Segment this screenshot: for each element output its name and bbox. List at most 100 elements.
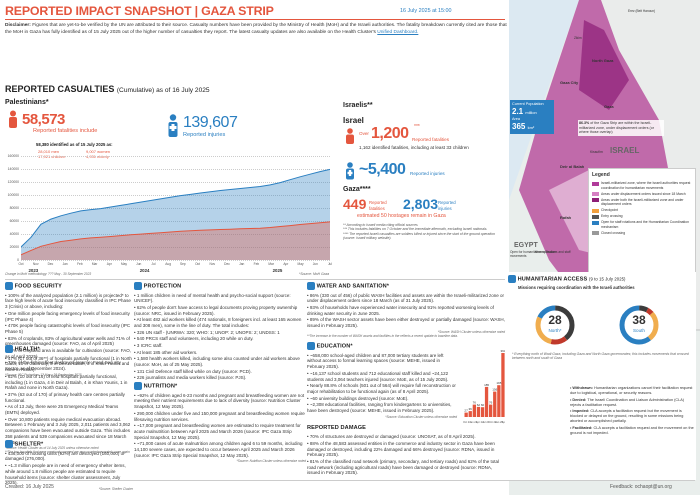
israel-fatalities-sup: *** [414, 124, 420, 130]
access-legend-text: CLA accepts a facilitation request and t… [570, 426, 694, 435]
protection-item: • 62% of people don't have access to leg… [134, 305, 298, 316]
education-bar [468, 411, 472, 417]
grid-line [21, 182, 330, 183]
y-tick-label: 60000 [9, 219, 19, 223]
map-legend-text: Open for staff rotations and the Humanit… [601, 220, 689, 229]
education-x-label: Apr 24 [476, 420, 484, 424]
education-bar-label: 393 [500, 349, 505, 353]
report-date: 16 July 2025 at 15:00 [400, 8, 452, 14]
protection-item: • 540 PRCS staff and volunteers, includi… [134, 336, 254, 342]
education-bar [501, 353, 505, 417]
donut-segment [619, 305, 659, 345]
education-x-label: Oct 24 [489, 420, 497, 424]
year-label: 2025 [272, 268, 283, 273]
x-tick-label: May [120, 262, 128, 266]
education-x-label: Jan 24 [469, 420, 477, 424]
map-legend-text: Israeli-militarized zone, where the Isra… [601, 181, 691, 190]
grid-line [21, 247, 330, 248]
year-label: 2023 [28, 268, 39, 273]
water-icon [307, 282, 315, 290]
education-x-label: Jan 25 [495, 420, 503, 424]
education-bar [480, 407, 485, 417]
education-bar-label: 27 [464, 409, 468, 413]
education-item: • ~60 university buildings destroyed (so… [307, 395, 409, 401]
food-security-icon [5, 282, 13, 290]
education-item: • Nearly 88.8% of schools (501 out of 56… [307, 383, 456, 394]
israel-identified: 1,162 identified fatalities, including a… [359, 145, 469, 150]
shelter-section: SHELTER* • 436,000 of housing units (92%… [5, 440, 133, 491]
gaza-label: Gaza**** [343, 186, 371, 193]
x-tick-label: Dec [47, 262, 54, 266]
x-tick-label: Feb [77, 262, 83, 266]
access-legend-item: • Withdrawn: Humanitarian organizations … [570, 386, 694, 396]
gaza-injured-label: Reported injuries [438, 200, 456, 211]
education-bar [484, 386, 489, 417]
protection-section: PROTECTION • 1 million children in need … [134, 282, 306, 382]
footer-created: Created: 16 July 2025 [5, 484, 54, 490]
x-tick-label: Jan [239, 262, 245, 266]
map-legend-swatch [592, 220, 599, 225]
gaza-hostages-note: estimated 50 hostages remain in Gaza [357, 213, 446, 219]
grid-line [21, 208, 330, 209]
damage-section: REPORTED DAMAGE • 70% of structures are … [307, 425, 505, 477]
grid-line [21, 260, 330, 261]
unified-dashboard-link[interactable]: Unified Dashboard. [377, 29, 419, 35]
x-tick-label: Sep [180, 262, 186, 266]
y-tick-label: 120000 [7, 180, 19, 184]
fatalities-label: Reported fatalities include [33, 128, 98, 134]
israelis-label: Israelis** [343, 102, 373, 109]
nutrition-item: • ~71,000 cases of acute malnutrition am… [134, 441, 303, 458]
shelter-item: • ~1.3 million people are in need of eme… [5, 463, 126, 486]
map-legend-text: Entry crossing [601, 214, 623, 219]
access-legend-label: • Facilitated: [570, 426, 594, 431]
place-kerem-shalom: Kerem Shalom [535, 250, 557, 254]
damage-item: • 81% of the classified road network (pr… [307, 458, 500, 476]
food-security-section: FOOD SECURITY • 100% of the analyzed pop… [5, 282, 132, 377]
map-legend-swatch [592, 231, 599, 236]
education-x-label: Apr 25 [502, 420, 505, 424]
identified-women: 9,007 women [86, 149, 111, 154]
x-tick-label: Jun [136, 262, 142, 266]
health-item: • As of 13 July, there were 25 Emergency… [5, 404, 119, 416]
y-tick-label: 80000 [9, 206, 19, 210]
x-tick-label: Apr [106, 262, 112, 266]
south-donut-chart [619, 305, 659, 345]
x-tick-label: Mar [268, 262, 274, 266]
protection-item: • 3 ICRC staff. [134, 343, 163, 349]
health-section: HEALTH* • 47% (17 out of 36**) of hospit… [5, 345, 132, 455]
access-legend-label: • Withdrawn: [570, 386, 595, 390]
map-legend-item: Entry crossing [592, 214, 692, 219]
education-bar-label: 36 [469, 407, 473, 411]
map-legend-text: Areas under both the Israeli-militarized… [601, 197, 684, 207]
person-fatality-icon-israel [343, 128, 357, 144]
education-bar-label: 76 [473, 401, 477, 405]
israel-injured: ~5,400 [359, 161, 406, 178]
education-bar-label: 156 [492, 388, 497, 392]
series-line-fatalities [21, 221, 330, 256]
education-x-label: Jul 24 [482, 420, 489, 424]
food-item: • 470K people facing catastrophic levels… [5, 323, 131, 334]
y-tick-label: 20000 [9, 245, 19, 249]
person-fatality-icon [5, 110, 21, 128]
map-legend-swatch [592, 181, 599, 186]
series-area-fatalities [21, 221, 330, 260]
access-note: * Everything north of Wadi Gaza, includi… [512, 352, 689, 361]
map-legend-item: Closed crossing [592, 231, 692, 236]
map-legend-swatch [592, 192, 599, 197]
health-item: • 62% (10 out of 16) of field hospitals … [5, 373, 128, 391]
identified-men: 28,010 men [38, 149, 60, 154]
grid-line [21, 221, 330, 222]
food-item: • One million people facing emergency le… [5, 310, 130, 322]
shelter-icon [5, 440, 13, 448]
series-line-injuries [21, 168, 330, 248]
nutrition-item: • ~17,000 pregnant and breastfeeding wom… [134, 423, 301, 440]
x-tick-label: Mar [91, 262, 98, 266]
grid-line [21, 169, 330, 170]
injured-label: Reported injuries [183, 132, 226, 138]
map-legend-item: Areas under displacement orders issued s… [592, 192, 692, 197]
wash-item: • 89% of the WASH sector assets have bee… [307, 317, 505, 329]
chart-source: *Source: MoH Gaza [299, 272, 330, 276]
donut-segment [619, 305, 659, 345]
health-icon [5, 345, 13, 353]
